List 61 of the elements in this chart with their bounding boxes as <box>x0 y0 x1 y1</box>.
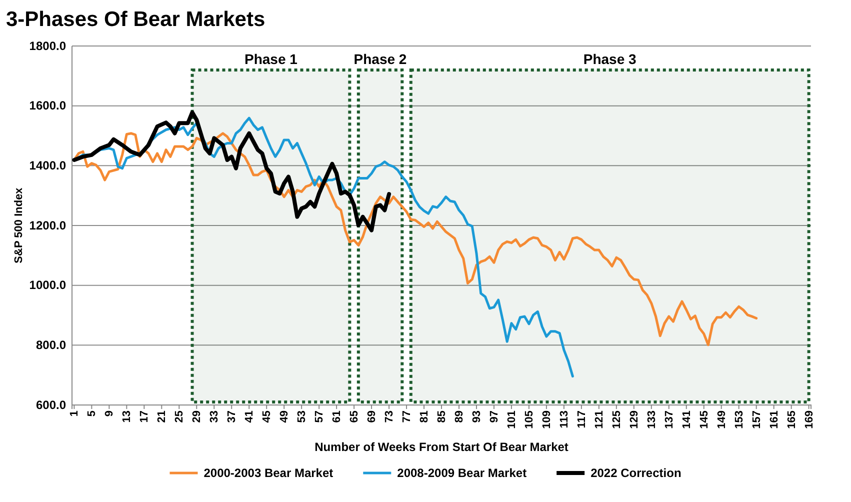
x-tick-label: 85 <box>436 410 448 423</box>
x-tick-label: 9 <box>104 410 116 417</box>
legend-label: 2022 Correction <box>590 466 682 480</box>
y-tick-label: 600.0 <box>36 398 66 412</box>
x-tick-label: 13 <box>121 410 134 423</box>
x-tick-label: 109 <box>540 410 553 429</box>
x-tick-label: 169 <box>803 410 816 429</box>
x-tick-label: 149 <box>716 410 728 429</box>
x-axis-title: Number of Weeks From Start Of Bear Market <box>314 440 568 454</box>
x-tick-label: 161 <box>768 410 780 429</box>
x-tick-label: 137 <box>663 410 676 429</box>
line-series <box>72 110 392 232</box>
x-tick-label: 97 <box>488 410 500 423</box>
y-tick-label: 1600.0 <box>29 98 66 113</box>
x-tick-label: 157 <box>750 410 763 429</box>
x-tick-label: 129 <box>628 410 640 429</box>
band-label: Phase 2 <box>354 51 407 67</box>
y-tick-label: 1000.0 <box>29 278 66 292</box>
x-tick-label: 81 <box>418 410 431 423</box>
x-tick-label: 101 <box>506 410 518 429</box>
x-tick-label: 45 <box>261 410 274 423</box>
x-tick-label: 77 <box>401 410 414 423</box>
x-tick-label: 21 <box>156 410 168 423</box>
x-tick-label: 145 <box>698 410 710 429</box>
x-tick-label: 121 <box>593 410 606 429</box>
x-tick-label: 89 <box>454 410 466 423</box>
x-tick-label: 65 <box>348 410 361 423</box>
x-tick-label: 53 <box>296 410 308 423</box>
band-label: Phase 1 <box>244 51 298 67</box>
x-tick-label: 153 <box>733 410 746 429</box>
x-tick-label: 93 <box>471 410 483 423</box>
x-tick-label: 57 <box>314 410 326 423</box>
band-label: Phase 3 <box>583 51 637 67</box>
x-tick-label: 49 <box>278 410 291 423</box>
x-tick-label: 1 <box>68 410 81 417</box>
x-tick-label: 113 <box>558 410 570 428</box>
x-tick-label: 5 <box>86 410 98 417</box>
x-tick-label: 117 <box>576 410 588 428</box>
line-series <box>72 132 758 346</box>
x-tick-label: 17 <box>138 410 151 423</box>
x-tick-label: 69 <box>366 410 378 423</box>
x-tick-label: 33 <box>208 410 221 423</box>
chart-title: 3-Phases Of Bear Markets <box>6 8 266 31</box>
x-tick-label: 25 <box>174 410 186 423</box>
x-tick-label: 37 <box>226 410 238 423</box>
y-axis-title: S&P 500 Index <box>13 186 25 264</box>
x-tick-label: 165 <box>786 410 798 429</box>
x-tick-label: 41 <box>244 410 256 423</box>
x-tick-label: 105 <box>523 410 536 429</box>
y-tick-label: 1400.0 <box>29 158 66 173</box>
y-tick-label: 1800.0 <box>29 38 66 53</box>
x-tick-label: 141 <box>680 410 693 429</box>
x-tick-label: 133 <box>646 410 658 429</box>
y-tick-label: 800.0 <box>36 338 66 352</box>
x-tick-label: 61 <box>331 410 344 423</box>
x-tick-label: 125 <box>610 410 623 429</box>
x-tick-label: 73 <box>384 410 396 423</box>
legend-label: 2008-2009 Bear Market <box>397 466 527 480</box>
x-tick-label: 29 <box>191 410 204 423</box>
legend-label: 2000-2003 Bear Market <box>204 466 334 480</box>
y-tick-label: 1200.0 <box>29 218 66 232</box>
